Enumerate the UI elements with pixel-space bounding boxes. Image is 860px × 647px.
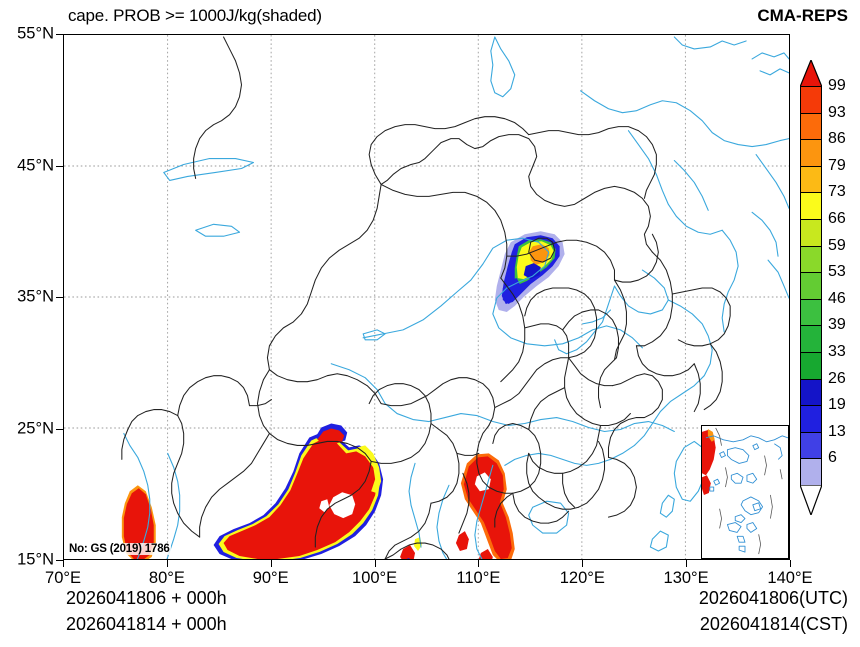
shade-westindia-core [123, 488, 154, 559]
x-axis-label-130E: 130°E [663, 569, 709, 587]
footer-valid-time-utc: 2026041806(UTC) [698, 588, 848, 608]
shade-bengal-core-red [223, 438, 378, 559]
south-china-sea-inset [701, 425, 789, 559]
colorbar-tick-label: 53 [828, 263, 846, 281]
model-label: CMA-REPS [757, 6, 848, 25]
colorbar-cell [801, 219, 821, 247]
x-axis-label-80E: 80°E [148, 569, 185, 587]
colorbar-cell [801, 246, 821, 274]
colorbar-tick-label: 39 [828, 316, 846, 334]
axis-labels: 55°N 45°N 35°N 25°N 15°N 70°E 80°E [17, 25, 812, 588]
colorbar-cell [801, 299, 821, 327]
colorbar-cell [801, 193, 821, 220]
colorbar-tick-label: 73 [828, 183, 846, 201]
x-tick-mark [790, 560, 791, 567]
y-tick-mark [56, 297, 63, 298]
x-axis-label-100E: 100°E [352, 569, 398, 587]
colorbar-tick-label: 99 [828, 77, 846, 94]
shade-bengal-hole2 [319, 499, 330, 513]
colorbar-cell [801, 87, 821, 114]
shade-bengal-hole [329, 492, 356, 519]
inset-canvas [702, 427, 788, 555]
colorbar-gradient [800, 86, 822, 486]
colorbar-cell [801, 113, 821, 141]
administrative-boundary-layer [121, 36, 731, 559]
colorbar-cell [801, 166, 821, 194]
colorbar-cell [801, 326, 821, 353]
colorbar-cell [801, 406, 821, 433]
x-tick-mark [63, 560, 64, 567]
x-axis-label-120E: 120°E [559, 569, 605, 587]
x-tick-mark [166, 560, 168, 567]
colorbar-tick-label: 33 [828, 343, 846, 360]
map-plot-area: No: GS (2019) 1786 [63, 34, 790, 560]
y-axis-label-55: 55°N [17, 24, 54, 43]
shade-indochina-spur-b [478, 549, 493, 559]
x-axis-label-90E: 90°E [252, 569, 289, 587]
colorbar-tick-label: 59 [828, 236, 846, 254]
copyright-watermark: No: GS (2019) 1786 [68, 543, 171, 555]
colorbar-over-arrow [800, 60, 822, 87]
shade-hebei-blue-core [523, 263, 541, 280]
colorbar-tick-label: 93 [828, 103, 846, 121]
colorbar-cell [801, 459, 821, 486]
y-tick-mark [56, 428, 63, 430]
x-axis-label-140E: 140°E [767, 569, 813, 587]
x-tick-mark [478, 560, 480, 567]
y-axis-label-15: 15°N [17, 550, 54, 569]
colorbar-cell [801, 140, 821, 167]
y-tick-mark [56, 165, 63, 167]
y-tick-mark [56, 34, 63, 35]
colorbar-tick-label: 26 [828, 369, 846, 387]
colorbar-under-arrow [800, 485, 822, 515]
colorbar-tick-label: 46 [828, 289, 846, 307]
colorbar-cell [801, 352, 821, 380]
colorbar: 99 93 86 79 73 66 59 53 46 39 33 26 19 13 6 [800, 60, 860, 540]
shade-bottom-patch-1-halo [406, 558, 410, 559]
y-axis-label-35: 35°N [17, 287, 54, 306]
colorbar-cell [801, 273, 821, 300]
shade-indochina-spur-a [455, 531, 469, 552]
x-tick-mark [582, 560, 584, 567]
shaded-probability-field [121, 231, 565, 559]
shade-hebei-tail-blue [502, 278, 521, 304]
x-tick-mark [374, 560, 376, 567]
chart-title: cape. PROB >= 1000J/kg(shaded) [68, 6, 322, 25]
x-tick-mark [270, 560, 272, 567]
footer-init-time-cst: 2026041814 + 000h [66, 614, 227, 634]
colorbar-tick-label: 19 [828, 396, 846, 414]
colorbar-cell [801, 379, 821, 407]
x-axis-label-110E: 110°E [456, 569, 501, 587]
colorbar-tick-label: 13 [828, 422, 846, 440]
shade-bengal-east-fringe [357, 445, 382, 494]
inset-boundaries [715, 427, 783, 555]
x-axis-label-70E: 70°E [45, 569, 81, 587]
colorbar-tick-label: 66 [828, 210, 846, 227]
y-tick-mark [56, 560, 63, 561]
colorbar-cell [801, 432, 821, 460]
footer: 2026041806 + 000h 2026041814 + 000h 2026… [0, 588, 860, 647]
x-tick-mark [686, 560, 688, 567]
shade-bottom-patch-1 [400, 545, 416, 559]
footer-valid-time-cst: 2026041814(CST) [699, 614, 848, 634]
map-canvas [64, 35, 789, 559]
footer-init-time-utc: 2026041806 + 000h [66, 588, 227, 608]
y-axis-label-25: 25°N [17, 419, 54, 437]
colorbar-tick-label: 6 [828, 449, 837, 467]
y-axis-label-45: 45°N [17, 156, 54, 174]
inset-shading [702, 428, 716, 495]
colorbar-tick-label: 79 [828, 156, 846, 174]
colorbar-tick-label: 86 [828, 130, 846, 148]
shade-bengal-north-cap-red [317, 428, 345, 445]
